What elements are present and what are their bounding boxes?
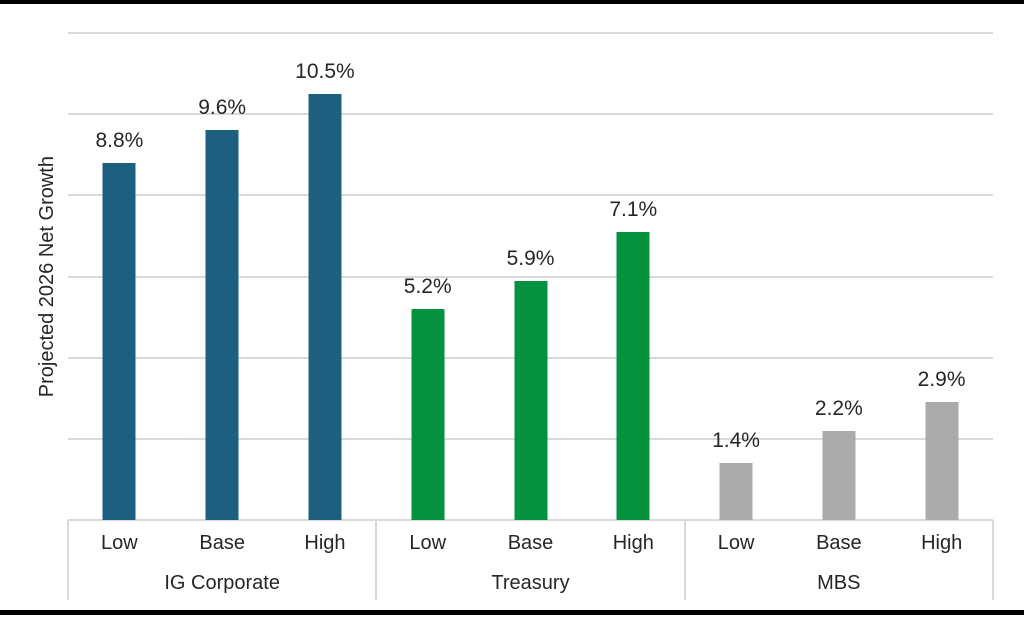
gridline [68, 32, 993, 34]
bar-value-label: 7.1% [609, 197, 658, 221]
category-tick-label: Base [199, 532, 245, 554]
gridline [68, 194, 993, 197]
y-axis-title-text: Projected 2026 Net Growth [35, 155, 58, 398]
top-border-rule [0, 0, 1024, 4]
bar-mbs-high [925, 402, 959, 520]
bar-value-label: 2.9% [917, 368, 966, 392]
category-tick-label: Base [507, 532, 554, 554]
bottom-border-rule [0, 610, 1024, 615]
y-axis-title: Projected 2026 Net Growth [30, 33, 64, 520]
bar-value-label: 8.8% [95, 128, 144, 152]
bar-ig-corporate-low [102, 162, 136, 520]
bar-ig-corporate-base [205, 130, 239, 520]
bar-value-label: 5.9% [506, 246, 555, 270]
x-axis-line [68, 519, 993, 521]
bar-treasury-high [616, 231, 650, 520]
group-label-treasury: Treasury [491, 572, 570, 594]
category-tick-row: Low Base High Low Base High Low Base High [68, 532, 993, 555]
bar-mbs-low [719, 463, 753, 520]
bar-value-label: 2.2% [814, 396, 863, 420]
group-separator [992, 520, 994, 600]
bar-mbs-base [822, 430, 856, 520]
category-tick-label: Low [101, 532, 138, 554]
category-tick-label: High [304, 532, 346, 554]
category-tick-label: High [612, 532, 654, 554]
gridline [68, 275, 993, 278]
group-separator [375, 520, 378, 600]
category-tick-label: Low [409, 532, 447, 554]
bar-treasury-base [514, 280, 547, 520]
group-separator [67, 520, 69, 600]
bar-value-label: 9.6% [198, 96, 247, 120]
category-tick-label: High [921, 532, 963, 554]
group-label-mbs: MBS [817, 572, 861, 594]
gridline [68, 113, 993, 116]
plot-area: 8.8% 9.6% 10.5% 5.2% 5.9% 7.1% 1.4% 2.2% 2.9% [68, 32, 993, 521]
category-tick-label: Low [717, 532, 755, 554]
bar-treasury-low [411, 308, 445, 520]
group-label-ig-corporate: IG Corporate [164, 572, 280, 594]
bar-value-label: 1.4% [712, 429, 760, 453]
x-axis-band: Low Base High Low Base High Low Base High IG Cor… [67, 520, 994, 600]
category-tick-label: Base [816, 532, 862, 554]
bar-ig-corporate-high [308, 93, 342, 520]
bar-value-label: 10.5% [295, 59, 355, 83]
group-separator [683, 520, 686, 600]
bar-value-label: 5.2% [403, 274, 452, 298]
group-label-row: IG Corporate Treasury MBS [68, 572, 993, 595]
